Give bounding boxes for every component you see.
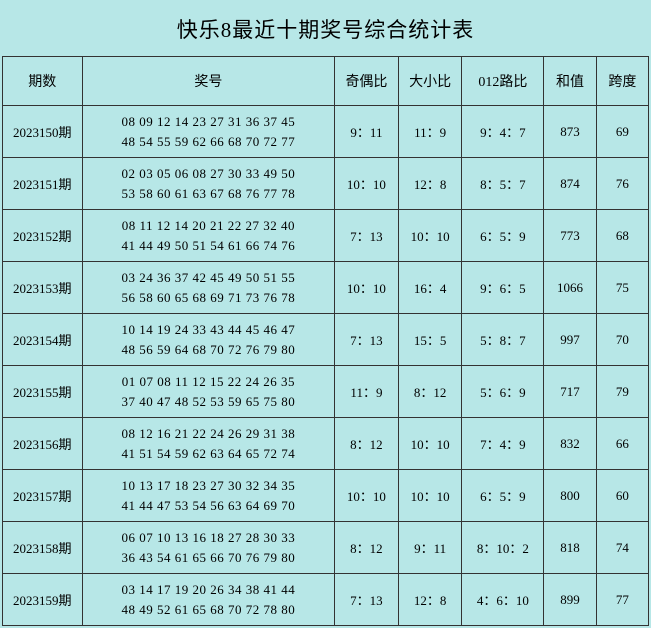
header-sum: 和值	[544, 57, 596, 106]
cell-period: 2023157期	[3, 470, 83, 522]
cell-span: 76	[596, 158, 648, 210]
header-numbers: 奖号	[82, 57, 334, 106]
table-row: 2023153期03 24 36 37 42 45 49 50 51 5556 …	[3, 262, 649, 314]
cell-numbers: 08 09 12 14 23 27 31 36 37 4548 54 55 59…	[82, 106, 334, 158]
cell-sum: 773	[544, 210, 596, 262]
cell-route012: 5：6：9	[462, 366, 544, 418]
cell-big-small: 8：12	[398, 366, 462, 418]
header-row: 期数 奖号 奇偶比 大小比 012路比 和值 跨度	[3, 57, 649, 106]
cell-sum: 997	[544, 314, 596, 366]
cell-big-small: 16：4	[398, 262, 462, 314]
cell-odd-even: 11：9	[335, 366, 399, 418]
header-span: 跨度	[596, 57, 648, 106]
table-row: 2023152期08 11 12 14 20 21 22 27 32 4041 …	[3, 210, 649, 262]
cell-span: 79	[596, 366, 648, 418]
cell-span: 66	[596, 418, 648, 470]
table-row: 2023157期10 13 17 18 23 27 30 32 34 3541 …	[3, 470, 649, 522]
cell-odd-even: 10：10	[335, 262, 399, 314]
cell-big-small: 12：8	[398, 158, 462, 210]
cell-odd-even: 7：13	[335, 314, 399, 366]
cell-period: 2023152期	[3, 210, 83, 262]
cell-route012: 5：8：7	[462, 314, 544, 366]
table-row: 2023159期03 14 17 19 20 26 34 38 41 4448 …	[3, 574, 649, 626]
cell-route012: 9：4：7	[462, 106, 544, 158]
cell-period: 2023154期	[3, 314, 83, 366]
cell-route012: 9：6：5	[462, 262, 544, 314]
cell-sum: 874	[544, 158, 596, 210]
cell-period: 2023155期	[3, 366, 83, 418]
cell-sum: 800	[544, 470, 596, 522]
cell-period: 2023158期	[3, 522, 83, 574]
cell-sum: 818	[544, 522, 596, 574]
cell-period: 2023153期	[3, 262, 83, 314]
table-row: 2023155期01 07 08 11 12 15 22 24 26 3537 …	[3, 366, 649, 418]
table-row: 2023151期02 03 05 06 08 27 30 33 49 5053 …	[3, 158, 649, 210]
cell-span: 77	[596, 574, 648, 626]
table-title: 快乐8最近十期奖号综合统计表	[2, 2, 649, 56]
cell-route012: 6：5：9	[462, 470, 544, 522]
cell-route012: 4：6：10	[462, 574, 544, 626]
table-row: 2023150期08 09 12 14 23 27 31 36 37 4548 …	[3, 106, 649, 158]
cell-sum: 899	[544, 574, 596, 626]
table-row: 2023158期06 07 10 13 16 18 27 28 30 3336 …	[3, 522, 649, 574]
cell-sum: 873	[544, 106, 596, 158]
stats-table: 期数 奖号 奇偶比 大小比 012路比 和值 跨度 2023150期08 09 …	[2, 56, 649, 626]
cell-numbers: 08 12 16 21 22 24 26 29 31 3841 51 54 59…	[82, 418, 334, 470]
cell-big-small: 9：11	[398, 522, 462, 574]
cell-numbers: 10 14 19 24 33 43 44 45 46 4748 56 59 64…	[82, 314, 334, 366]
cell-sum: 832	[544, 418, 596, 470]
cell-odd-even: 7：13	[335, 574, 399, 626]
cell-span: 75	[596, 262, 648, 314]
cell-route012: 7：4：9	[462, 418, 544, 470]
cell-odd-even: 10：10	[335, 470, 399, 522]
cell-numbers: 08 11 12 14 20 21 22 27 32 4041 44 49 50…	[82, 210, 334, 262]
cell-big-small: 10：10	[398, 470, 462, 522]
header-odd-even: 奇偶比	[335, 57, 399, 106]
cell-odd-even: 7：13	[335, 210, 399, 262]
cell-numbers: 01 07 08 11 12 15 22 24 26 3537 40 47 48…	[82, 366, 334, 418]
cell-odd-even: 8：12	[335, 418, 399, 470]
header-route012: 012路比	[462, 57, 544, 106]
cell-route012: 8：5：7	[462, 158, 544, 210]
cell-odd-even: 10：10	[335, 158, 399, 210]
cell-numbers: 10 13 17 18 23 27 30 32 34 3541 44 47 53…	[82, 470, 334, 522]
header-big-small: 大小比	[398, 57, 462, 106]
cell-big-small: 12：8	[398, 574, 462, 626]
cell-numbers: 03 14 17 19 20 26 34 38 41 4448 49 52 61…	[82, 574, 334, 626]
cell-route012: 6：5：9	[462, 210, 544, 262]
cell-span: 68	[596, 210, 648, 262]
cell-period: 2023151期	[3, 158, 83, 210]
cell-big-small: 10：10	[398, 210, 462, 262]
cell-big-small: 15：5	[398, 314, 462, 366]
cell-odd-even: 9：11	[335, 106, 399, 158]
cell-numbers: 03 24 36 37 42 45 49 50 51 5556 58 60 65…	[82, 262, 334, 314]
cell-odd-even: 8：12	[335, 522, 399, 574]
cell-period: 2023159期	[3, 574, 83, 626]
cell-big-small: 11：9	[398, 106, 462, 158]
cell-period: 2023156期	[3, 418, 83, 470]
cell-route012: 8：10：2	[462, 522, 544, 574]
cell-span: 70	[596, 314, 648, 366]
cell-span: 60	[596, 470, 648, 522]
cell-big-small: 10：10	[398, 418, 462, 470]
cell-numbers: 06 07 10 13 16 18 27 28 30 3336 43 54 61…	[82, 522, 334, 574]
cell-span: 69	[596, 106, 648, 158]
header-period: 期数	[3, 57, 83, 106]
cell-numbers: 02 03 05 06 08 27 30 33 49 5053 58 60 61…	[82, 158, 334, 210]
cell-sum: 717	[544, 366, 596, 418]
cell-sum: 1066	[544, 262, 596, 314]
cell-period: 2023150期	[3, 106, 83, 158]
table-row: 2023154期10 14 19 24 33 43 44 45 46 4748 …	[3, 314, 649, 366]
cell-span: 74	[596, 522, 648, 574]
table-row: 2023156期08 12 16 21 22 24 26 29 31 3841 …	[3, 418, 649, 470]
